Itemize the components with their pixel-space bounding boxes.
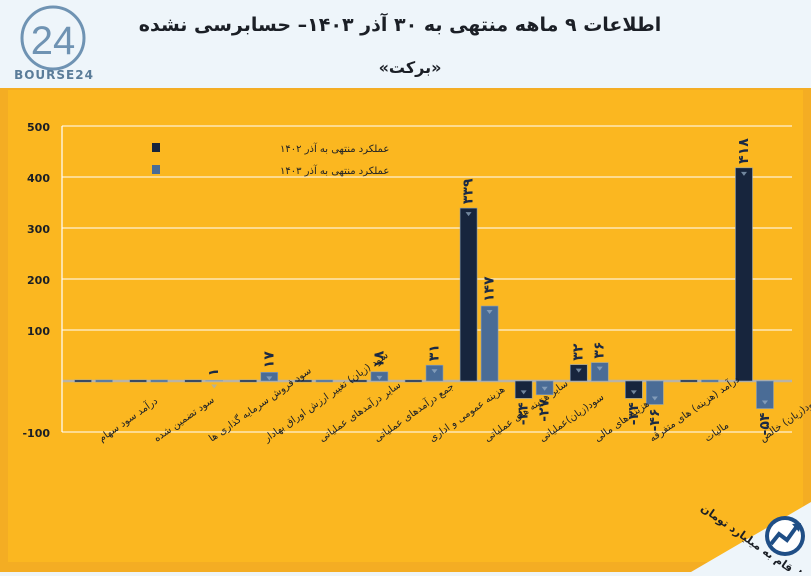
- page-header: 24 BOURSE24 اطلاعات ۹ ماهه منتهی به ۳۰ آ…: [0, 0, 811, 88]
- bar-value-label: -۴۶: [647, 408, 663, 431]
- bar-value-label: ۳۲: [571, 343, 587, 361]
- bar: [569, 364, 588, 382]
- y-tick-label: -100: [22, 427, 50, 440]
- bar-value-label: ۱۴۷: [482, 276, 498, 302]
- bar: [404, 379, 423, 383]
- bar: [294, 379, 313, 383]
- bar: [184, 379, 202, 383]
- bar: [150, 379, 168, 383]
- bar: [756, 380, 774, 409]
- bar-value-label: ۱۷: [261, 351, 277, 369]
- bar-value-label: ۴۱۸: [736, 138, 752, 164]
- legend-swatch: [152, 165, 160, 174]
- bar-marker: [211, 384, 218, 389]
- grid-lines: [62, 125, 792, 433]
- page-title: اطلاعات ۹ ماهه منتهی به ۳۰ آذر ۱۴۰۳– حسا…: [138, 14, 662, 36]
- bar-marker: [431, 369, 438, 374]
- bar: [315, 379, 334, 383]
- bar-marker: [266, 376, 273, 381]
- bar-marker: [761, 400, 768, 405]
- bar-value-label: ۳۳۹: [461, 178, 477, 204]
- bar: [74, 379, 92, 383]
- bar-marker: [486, 310, 493, 315]
- bar-marker: [575, 368, 582, 373]
- bar-marker: [630, 390, 637, 395]
- bar-value-label: ۳۶: [592, 342, 608, 359]
- bar-marker: [740, 171, 747, 176]
- bar: [459, 207, 478, 382]
- bar: [701, 379, 719, 383]
- bar-value-label: -۳۴: [626, 402, 642, 425]
- page-subtitle: «برکت»: [378, 58, 442, 77]
- legend-label: عملکرد منتهی به آذر ۱۴۰۳: [280, 164, 389, 177]
- y-tick-label: 400: [27, 172, 50, 185]
- bar: [646, 380, 664, 405]
- bar: [349, 379, 368, 383]
- bar-value-label: ۳۱: [427, 344, 443, 361]
- bar-marker: [465, 212, 472, 217]
- y-tick-label: 300: [27, 223, 50, 236]
- y-axis: -100 100 200 300 400 500: [22, 121, 63, 440]
- legend: عملکرد منتهی به آذر ۱۴۰۲ عملکرد منتهی به …: [152, 142, 389, 177]
- y-tick-label: 200: [27, 274, 50, 287]
- bar: [95, 379, 113, 383]
- bourse24-logo: 24: [8, 4, 98, 84]
- bar: [129, 379, 147, 383]
- bar: [239, 379, 258, 383]
- bar-marker: [651, 396, 658, 401]
- bar-marker: [376, 375, 383, 380]
- legend-swatch: [152, 143, 160, 152]
- bar-value-label: -۳۴: [516, 402, 532, 425]
- bar: [590, 362, 609, 382]
- plot-panel: [8, 90, 803, 562]
- bar-marker: [520, 390, 527, 395]
- bar: [205, 380, 223, 382]
- bar-value-label: -۵۴: [757, 412, 773, 435]
- y-tick-label: 500: [27, 121, 50, 134]
- logo-text: BOURSE24: [14, 68, 94, 82]
- bar: [735, 167, 753, 382]
- bar: [480, 305, 499, 382]
- bar: [625, 380, 643, 399]
- legend-label: عملکرد منتهی به آذر ۱۴۰۲: [280, 142, 389, 155]
- bars: [74, 167, 774, 409]
- bar-labels: ۱ ۱۷ ۱۸ ۳۱ ۳۳۹ ۱۴۷ -۳۴ -۲۷ ۳۲ ۳۶ -۳۴ -۴۶ ۴۱۸ -۵۴: [206, 138, 773, 436]
- bar-value-label: ۱: [206, 368, 222, 377]
- logo-mark: 24: [31, 19, 76, 63]
- bar-value-label: -۲۷: [537, 398, 553, 421]
- units-badge: ارقام به میلیارد تومان: [671, 502, 811, 576]
- bar: [514, 380, 533, 399]
- trend-arrow-icon: [765, 516, 805, 556]
- bar-value-label: ۱۸: [371, 350, 387, 368]
- bar-marker: [596, 366, 603, 371]
- bar-marker: [541, 386, 548, 391]
- y-tick-label: 100: [27, 325, 50, 338]
- bar: [680, 379, 698, 383]
